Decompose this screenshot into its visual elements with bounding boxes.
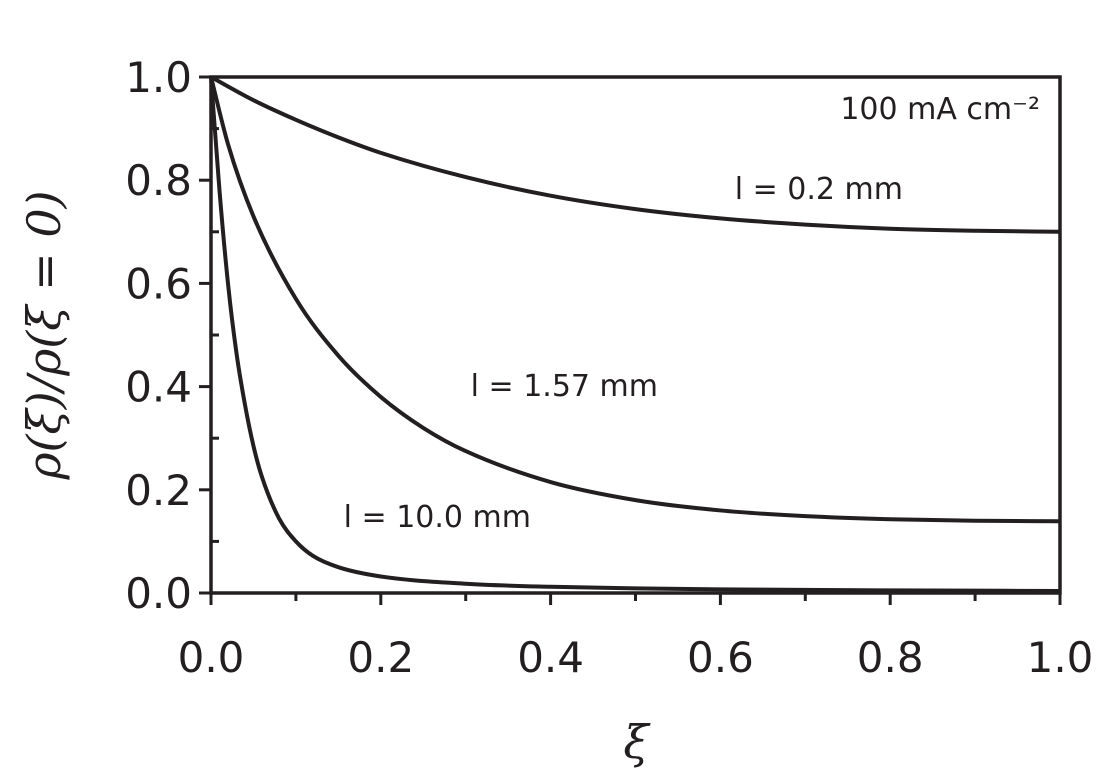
series-line-l-10.0mm	[209, 76, 1061, 593]
x-axis-label: ξ	[623, 715, 651, 769]
annotation-current-density: 100 mA cm⁻²	[840, 92, 1040, 127]
y-tick-label: 0.4	[125, 363, 192, 412]
series-label-l-1.57mm: l = 1.57 mm	[471, 369, 658, 404]
curves-layer	[209, 75, 1061, 593]
x-tick-label: 1.0	[1027, 633, 1094, 682]
y-axis-label: ρ(ξ)/ρ(ξ = 0)	[17, 190, 71, 480]
series-line-l-1.57mm	[209, 76, 1061, 524]
y-tick-label: 0.8	[125, 156, 192, 205]
series-label-l-10.0mm: l = 10.0 mm	[344, 500, 531, 535]
x-tick-label: 0.4	[517, 633, 584, 682]
series-label-l-0.2mm: l = 0.2 mm	[735, 172, 903, 207]
y-tick-label: 0.2	[125, 466, 192, 515]
series-line-l-0.2mm	[210, 75, 1061, 234]
ticks-layer: 0.0 0.2 0.4 0.6 0.8 1.0 0.0 0.2 0.4 0.6 0.8 1.0	[125, 53, 1093, 682]
y-tick-label: 0.0	[125, 569, 192, 618]
plot-frame	[209, 75, 1062, 595]
x-tick-label: 0.2	[347, 633, 414, 682]
x-tick-label: 0.8	[857, 633, 924, 682]
x-tick-label: 0.0	[178, 633, 245, 682]
x-tick-label: 0.6	[687, 633, 754, 682]
y-tick-label: 0.6	[125, 259, 192, 308]
y-tick-label: 1.0	[125, 53, 192, 102]
